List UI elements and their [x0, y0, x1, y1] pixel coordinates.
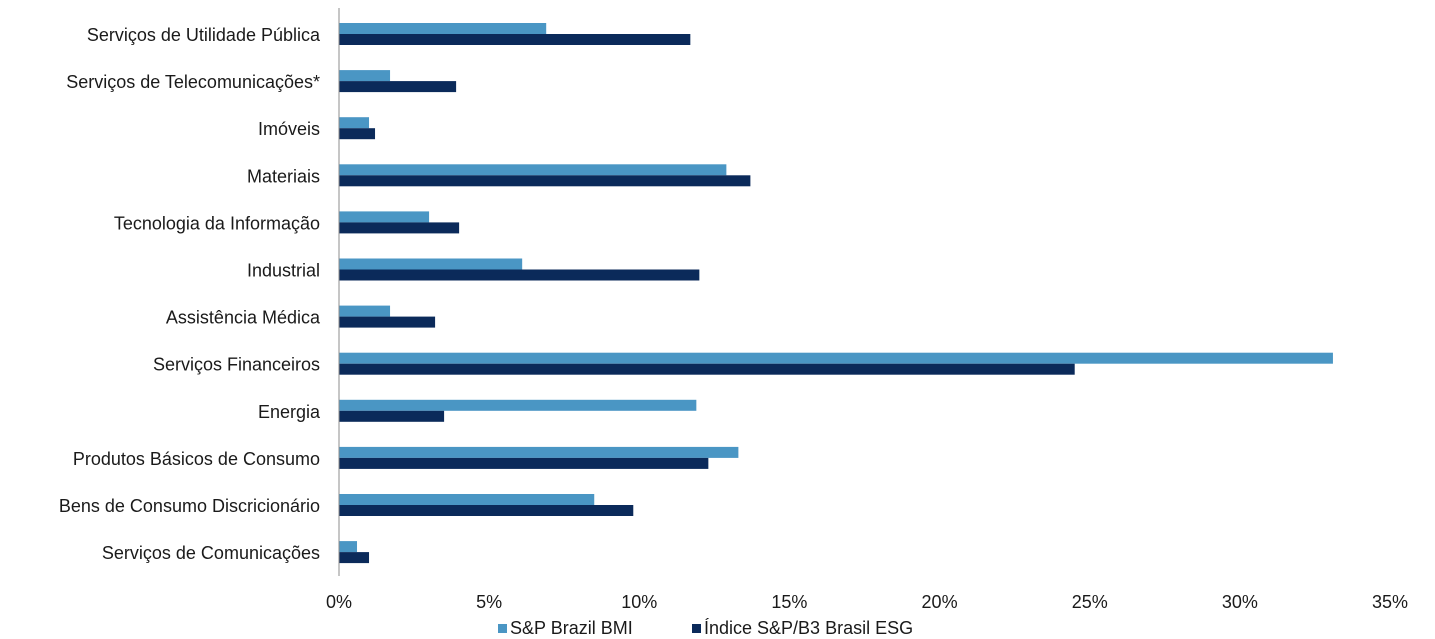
legend: S&P Brazil BMI Índice S&P/B3 Brasil ESG: [498, 618, 913, 638]
bar-s-p-brazil-bmi-materiais: [339, 164, 727, 176]
bar-indice-s-p-b3-brasil-esg-servicos-de-telecomunicacoes: [339, 81, 457, 93]
bar-indice-s-p-b3-brasil-esg-servicos-de-comunicacoes: [339, 552, 370, 564]
x-tick-label-30: 30%: [1222, 592, 1258, 612]
category-label-produtos-basicos-de-consumo: Produtos Básicos de Consumo: [73, 449, 320, 469]
category-label-servicos-de-utilidade-publica: Serviços de Utilidade Pública: [87, 25, 321, 45]
x-tick-label-25: 25%: [1072, 592, 1108, 612]
x-tick-label-0: 0%: [326, 592, 352, 612]
bar-s-p-brazil-bmi-assistencia-medica: [339, 305, 391, 317]
bar-s-p-brazil-bmi-servicos-de-comunicacoes: [339, 541, 358, 553]
bar-indice-s-p-b3-brasil-esg-materiais: [339, 175, 751, 187]
legend-swatch-sp-brazil-bmi: [498, 624, 507, 633]
bar-indice-s-p-b3-brasil-esg-produtos-basicos-de-consumo: [339, 457, 709, 469]
bar-indice-s-p-b3-brasil-esg-servicos-de-utilidade-publica: [339, 34, 691, 45]
bar-s-p-brazil-bmi-servicos-de-telecomunicacoes: [339, 70, 391, 82]
bar-indice-s-p-b3-brasil-esg-energia: [339, 410, 445, 422]
category-label-servicos-de-comunicacoes: Serviços de Comunicações: [102, 543, 320, 563]
x-tick-label-5: 5%: [476, 592, 502, 612]
category-label-industrial: Industrial: [247, 261, 320, 281]
bar-s-p-brazil-bmi-produtos-basicos-de-consumo: [339, 446, 739, 458]
x-axis-tick-labels: 0% 5% 10% 15% 20% 25% 30% 35%: [326, 592, 1408, 612]
category-label-bens-de-consumo-discricionario: Bens de Consumo Discricionário: [59, 496, 320, 516]
bar-s-p-brazil-bmi-imoveis: [339, 117, 370, 129]
legend-label-sp-brazil-bmi: S&P Brazil BMI: [510, 618, 633, 638]
x-tick-label-10: 10%: [621, 592, 657, 612]
category-labels: Serviços de Utilidade Pública Serviços de…: [59, 25, 321, 563]
category-label-tecnologia-da-informacao: Tecnologia da Informação: [114, 213, 320, 233]
x-tick-label-15: 15%: [771, 592, 807, 612]
category-label-servicos-financeiros: Serviços Financeiros: [153, 355, 320, 375]
bar-s-p-brazil-bmi-energia: [339, 399, 697, 411]
bar-s-p-brazil-bmi-servicos-de-utilidade-publica: [339, 23, 547, 34]
category-label-energia: Energia: [258, 402, 321, 422]
legend-swatch-indice-sp-b3-brasil-esg: [692, 624, 701, 633]
bar-indice-s-p-b3-brasil-esg-imoveis: [339, 128, 376, 140]
bar-indice-s-p-b3-brasil-esg-assistencia-medica: [339, 316, 436, 328]
x-tick-label-20: 20%: [922, 592, 958, 612]
category-label-assistencia-medica: Assistência Médica: [166, 308, 321, 328]
bar-indice-s-p-b3-brasil-esg-tecnologia-da-informacao: [339, 222, 460, 234]
category-label-imoveis: Imóveis: [258, 119, 320, 139]
x-tick-label-35: 35%: [1372, 592, 1408, 612]
bar-s-p-brazil-bmi-servicos-financeiros: [339, 352, 1333, 364]
category-label-materiais: Materiais: [247, 166, 320, 186]
category-label-servicos-de-telecomunicacoes: Serviços de Telecomunicações*: [66, 72, 320, 92]
bar-indice-s-p-b3-brasil-esg-bens-de-consumo-discricionario: [339, 505, 634, 516]
bars-layer: [339, 23, 1333, 564]
bar-s-p-brazil-bmi-tecnologia-da-informacao: [339, 211, 430, 223]
legend-label-indice-sp-b3-brasil-esg: Índice S&P/B3 Brasil ESG: [704, 618, 913, 638]
bar-indice-s-p-b3-brasil-esg-industrial: [339, 269, 700, 281]
bar-indice-s-p-b3-brasil-esg-servicos-financeiros: [339, 363, 1075, 375]
bar-s-p-brazil-bmi-bens-de-consumo-discricionario: [339, 494, 595, 505]
bar-s-p-brazil-bmi-industrial: [339, 258, 523, 270]
